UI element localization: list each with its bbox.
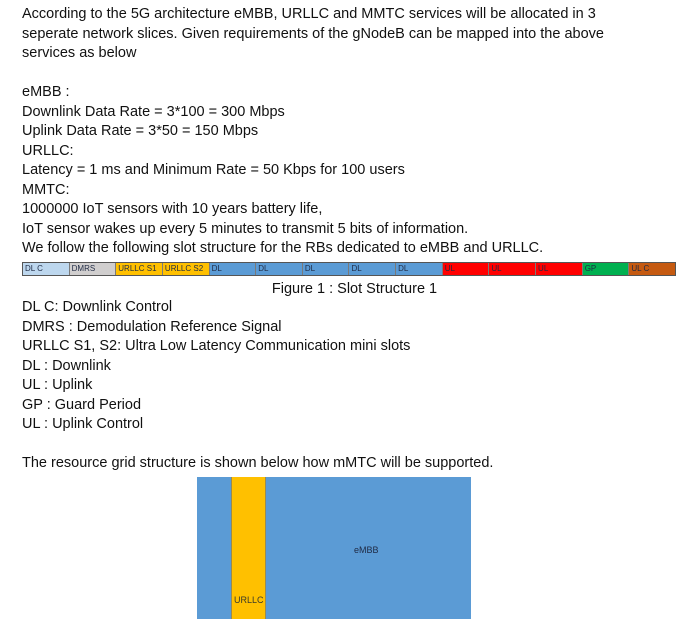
text-line: MMTC: bbox=[22, 181, 70, 198]
text-line bbox=[22, 64, 604, 84]
text-line: The resource grid structure is shown bel… bbox=[22, 455, 494, 471]
legend-text: DL C: Downlink Control DMRS : Demodulatio… bbox=[22, 298, 493, 474]
text-line: URLLC: bbox=[22, 142, 74, 159]
text-line: services as below bbox=[22, 45, 137, 61]
embb-label: eMBB bbox=[354, 545, 379, 555]
slot-cell: URLLC S2 bbox=[162, 263, 210, 275]
text-line: IoT sensor wakes up every 5 minutes to t… bbox=[22, 220, 469, 237]
text-line: We follow the following slot structure f… bbox=[22, 240, 544, 256]
slot-cell: UL bbox=[489, 263, 537, 275]
text-line: GP : Guard Period bbox=[22, 396, 142, 413]
slot-cell: DL bbox=[349, 263, 397, 275]
figure-caption: Figure 1 : Slot Structure 1 bbox=[271, 281, 438, 297]
slot-cell: URLLC S1 bbox=[116, 263, 163, 275]
text-line: DMRS : Demodulation Reference Signal bbox=[22, 318, 282, 335]
slot-cell: UL bbox=[536, 263, 583, 275]
text-line: UL : Uplink bbox=[22, 377, 93, 393]
slot-cell: GP bbox=[582, 263, 630, 275]
text-line: URLLC S1, S2: Ultra Low Latency Communic… bbox=[22, 338, 411, 354]
slot-cell: DL bbox=[256, 263, 303, 275]
text-line bbox=[22, 435, 493, 455]
text-line: Uplink Data Rate = 3*50 = 150 Mbps bbox=[22, 123, 259, 139]
slot-structure-bar: DL C DMRS URLLC S1 URLLC S2 DL DL DL DL DL UL UL UL… bbox=[22, 262, 676, 276]
text-line: DL C: Downlink Control bbox=[22, 299, 173, 315]
slot-cell: UL C bbox=[629, 263, 675, 275]
slot-cell: DMRS bbox=[69, 263, 117, 275]
intro-text: According to the 5G architecture eMBB, U… bbox=[22, 5, 604, 259]
text-line: Latency = 1 ms and Minimum Rate = 50 Kbp… bbox=[22, 162, 405, 178]
slot-cell: DL C bbox=[23, 263, 70, 275]
urllc-label: URLLC bbox=[234, 595, 264, 605]
text-line: Downlink Data Rate = 3*100 = 300 Mbps bbox=[22, 103, 285, 120]
slot-cell: UL bbox=[442, 263, 490, 275]
text-line: DL : Downlink bbox=[22, 357, 111, 374]
slot-cell: DL bbox=[209, 263, 257, 275]
slot-cell: DL bbox=[396, 263, 443, 275]
urllc-column: URLLC bbox=[231, 477, 266, 619]
resource-grid: URLLC eMBB bbox=[197, 477, 471, 619]
text-line: UL : Uplink Control bbox=[22, 416, 144, 432]
text-line: According to the 5G architecture eMBB, U… bbox=[22, 6, 596, 22]
text-line: 1000000 IoT sensors with 10 years batter… bbox=[22, 201, 323, 217]
slot-cell: DL bbox=[302, 263, 350, 275]
text-line: seperate network slices. Given requireme… bbox=[22, 25, 604, 42]
text-line: eMBB : bbox=[22, 84, 70, 100]
